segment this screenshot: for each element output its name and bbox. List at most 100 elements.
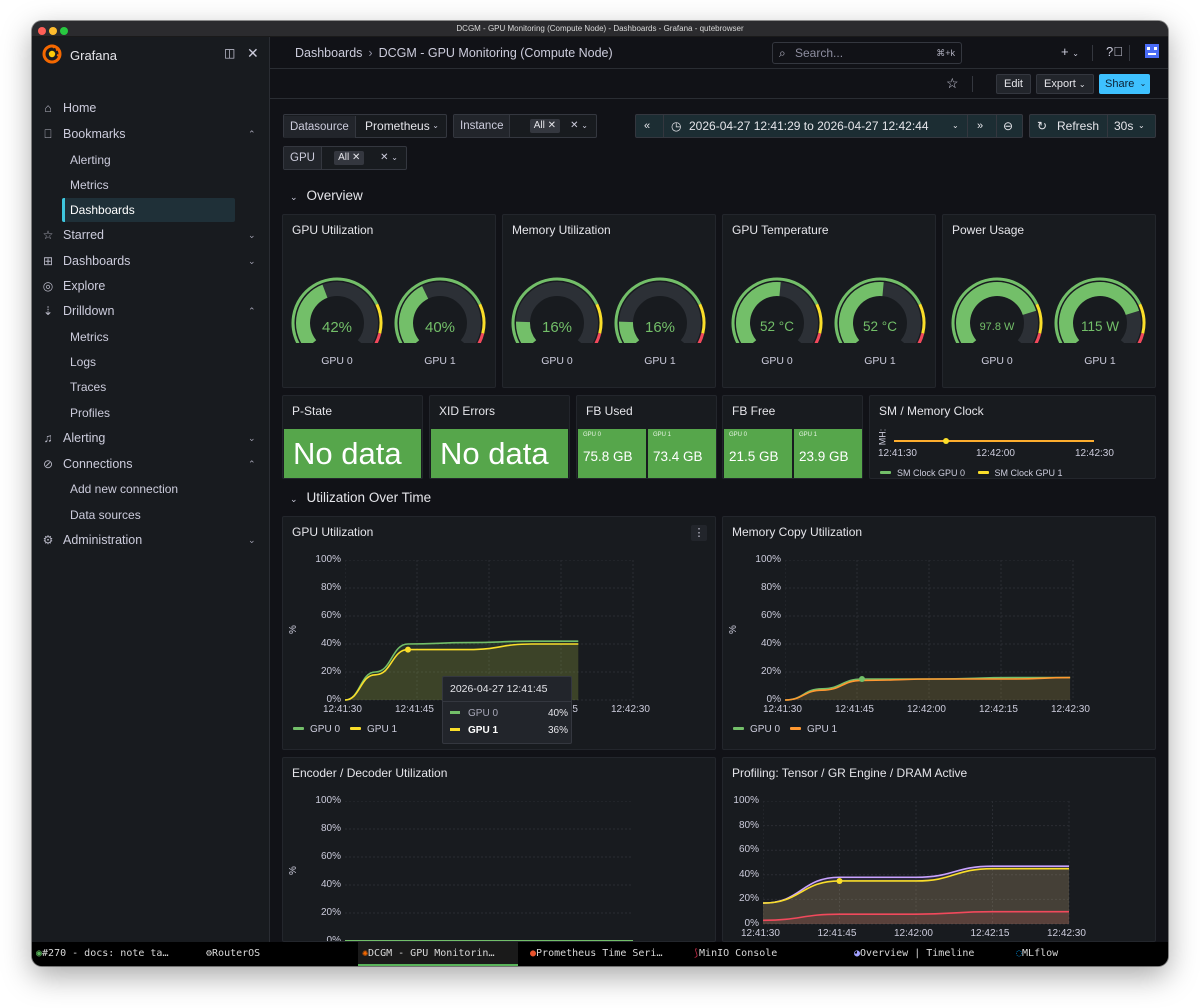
window-title: DCGM - GPU Monitoring (Compute Node) - D… <box>456 24 744 33</box>
datasource-variable[interactable]: Datasource Prometheus ⌄ <box>283 114 447 138</box>
legend-label[interactable]: GPU 0 <box>750 724 781 735</box>
y-tick: 60% <box>738 844 759 856</box>
export-button[interactable]: Export ⌄ <box>1036 74 1094 94</box>
share-menu-chevron-icon[interactable]: ⌄ <box>1136 74 1150 94</box>
y-axis-label: % <box>727 625 739 634</box>
close-window-button[interactable] <box>38 27 46 35</box>
sidebar-subitem-logs[interactable]: Logs <box>70 355 97 369</box>
breadcrumb-current: DCGM - GPU Monitoring (Compute Node) <box>378 46 613 60</box>
sidebar-item-label: Explore <box>63 279 106 293</box>
task-github[interactable]: ◉#270 - docs: note ta… <box>32 942 192 966</box>
sidebar-subitem-profiles[interactable]: Profiles <box>70 406 111 420</box>
task-label: Overview | Timeline <box>860 948 975 959</box>
task-grafana[interactable]: ✺DCGM - GPU Monitorin… <box>358 942 518 966</box>
zoom-window-button[interactable] <box>60 27 68 35</box>
chevron-down-icon[interactable]: ⌄ <box>248 230 256 240</box>
legend-label[interactable]: SM Clock GPU 0 <box>897 468 966 478</box>
gpu-value-pill[interactable]: All ✕ <box>334 151 365 165</box>
legend-label[interactable]: SM Clock GPU 1 <box>994 468 1063 478</box>
chevron-up-icon[interactable]: ⌃ <box>248 306 256 316</box>
time-picker[interactable]: « ◷ 2026-04-27 12:41:29 to 2026-04-27 12… <box>635 114 1023 138</box>
chevron-down-icon[interactable]: ⌄ <box>248 535 256 545</box>
panel-title: GPU Temperature <box>732 223 829 237</box>
tooltip-row: GPU 0 40% <box>450 708 568 719</box>
minimize-window-button[interactable] <box>49 27 57 35</box>
legend-label[interactable]: GPU 0 <box>310 724 341 735</box>
hover-point <box>858 676 865 682</box>
sidebar-item-starred[interactable]: ☆ Starred ⌄ <box>32 223 270 247</box>
sidebar-item-dashboards[interactable]: ⊞ Dashboards ⌄ <box>32 249 270 273</box>
sidebar-subitem-traces[interactable]: Traces <box>70 380 107 394</box>
sidebar-item-connections[interactable]: ⊘ Connections ⌃ <box>32 452 270 476</box>
new-icon[interactable]: + ⌄ <box>1061 44 1079 59</box>
sidebar-subitem-data-sources[interactable]: Data sources <box>70 508 141 522</box>
task-mlflow[interactable]: ◌MLflow <box>1012 942 1092 966</box>
sidebar-item-administration[interactable]: ⚙ Administration ⌄ <box>32 528 270 552</box>
share-button[interactable]: Share <box>1099 74 1141 94</box>
sidebar-subitem-metrics[interactable]: Metrics <box>70 330 109 344</box>
shift-forward-icon[interactable]: » <box>977 120 984 132</box>
dock-menu-icon[interactable]: ◫ <box>224 46 236 60</box>
sidebar-subitem-alerting[interactable]: Alerting <box>70 153 111 167</box>
task-timeline[interactable]: ◕Overview | Timeline <box>850 942 990 966</box>
gauge-threshold-arc <box>477 332 485 343</box>
gauge-fill <box>736 282 781 343</box>
zoom-out-icon[interactable]: ⊖ <box>1003 119 1014 133</box>
overview-row-header[interactable]: ⌄ Overview <box>290 188 363 203</box>
refresh-picker[interactable]: ↻ Refresh 30s ⌄ <box>1029 114 1156 138</box>
y-tick: 40% <box>320 879 341 890</box>
panel-title: SM / Memory Clock <box>879 404 984 418</box>
x-tick: 12:42:15 <box>979 704 1018 715</box>
search-input[interactable]: ⌕ Search... ⌘+k <box>772 42 962 64</box>
sidebar-subitem-dashboards[interactable]: Dashboards <box>62 198 235 222</box>
gauge-threshold-arc <box>1034 332 1042 343</box>
clear-icon[interactable]: ✕ ⌄ <box>570 120 588 131</box>
clock-icon: ◷ <box>671 119 682 133</box>
gauge-gpu-1 <box>1054 277 1146 343</box>
chevron-up-icon[interactable]: ⌃ <box>248 129 256 139</box>
close-menu-icon[interactable]: ✕ <box>247 45 259 61</box>
sidebar-item-alerting[interactable]: ♫ Alerting ⌄ <box>32 426 270 450</box>
panel-menu-icon[interactable]: ⋮ <box>691 525 707 541</box>
legend-label[interactable]: GPU 1 <box>367 724 398 735</box>
task-minio[interactable]: ⟆MinIO Console <box>689 942 809 966</box>
compass-icon: ◎ <box>42 279 54 293</box>
task-routeros[interactable]: ⚙RouterOS <box>202 942 302 966</box>
axis-label: MH: <box>877 428 888 446</box>
chart-plot-area <box>345 801 633 941</box>
legend-label[interactable]: GPU 1 <box>807 724 838 735</box>
user-avatar-icon[interactable] <box>1143 42 1161 60</box>
utilization-row-header[interactable]: ⌄ Utilization Over Time <box>290 490 431 505</box>
chevron-down-icon[interactable]: ⌄ <box>248 256 256 266</box>
instance-value-pill[interactable]: All ✕ <box>529 119 560 133</box>
gauge-threshold-arc <box>394 277 482 343</box>
sidebar-item-drilldown[interactable]: ⇣ Drilldown ⌃ <box>32 299 270 323</box>
gauge-threshold-arc <box>697 332 705 343</box>
divider <box>967 115 968 137</box>
chevron-up-icon[interactable]: ⌃ <box>248 459 256 469</box>
sidebar-item-explore[interactable]: ◎ Explore <box>32 274 270 298</box>
clear-icon[interactable]: ✕ ⌄ <box>380 152 398 163</box>
x-tick: 12:41:30 <box>763 704 802 715</box>
tooltip-label: GPU 1 <box>468 725 499 736</box>
task-prometheus[interactable]: ●Prometheus Time Seri… <box>526 942 676 966</box>
instance-variable[interactable]: Instance All ✕ ✕ ⌄ <box>453 114 597 138</box>
sidebar-item-label: Bookmarks <box>63 127 126 141</box>
sidebar-subitem-add-connection[interactable]: Add new connection <box>70 482 179 496</box>
breadcrumb-dashboards[interactable]: Dashboards <box>295 46 363 60</box>
sidebar-item-home[interactable]: ⌂ Home <box>32 96 270 120</box>
y-tick: 40% <box>738 868 759 880</box>
sidebar-item-bookmarks[interactable]: ⎕ Bookmarks ⌃ <box>32 122 270 146</box>
edit-button[interactable]: Edit <box>996 74 1031 94</box>
sidebar-subitem-metrics[interactable]: Metrics <box>70 178 109 192</box>
grafana-logo-icon[interactable] <box>42 44 62 64</box>
refresh-button[interactable]: Refresh <box>1057 119 1100 133</box>
star-dashboard-icon[interactable]: ☆ <box>946 75 959 91</box>
gpu-variable[interactable]: GPU All ✕ ✕ ⌄ <box>283 146 407 170</box>
refresh-interval[interactable]: 30s <box>1114 119 1134 133</box>
instance-label: Instance <box>454 115 511 137</box>
chevron-down-icon[interactable]: ⌄ <box>248 433 256 443</box>
help-icon[interactable]: ?⃝ <box>1106 44 1123 59</box>
shift-back-icon[interactable]: « <box>644 120 651 132</box>
gauge-gpu-1 <box>834 277 926 343</box>
